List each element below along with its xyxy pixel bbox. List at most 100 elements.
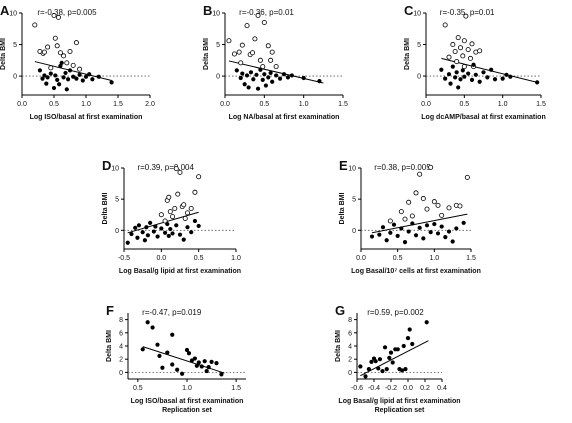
open-point <box>460 53 466 59</box>
stat-annotation: r=-0.38, p=0.005 <box>37 8 97 17</box>
filled-point <box>471 62 476 67</box>
filled-point <box>238 75 243 81</box>
open-point <box>177 169 183 175</box>
filled-point <box>454 70 459 75</box>
filled-point <box>504 72 509 77</box>
open-point <box>166 194 172 200</box>
filled-point <box>405 335 411 341</box>
filled-point <box>159 226 164 231</box>
open-point <box>446 54 452 60</box>
filled-point <box>376 366 381 371</box>
filled-point <box>155 342 160 347</box>
x-tick-label: 1.0 <box>429 255 439 262</box>
filled-point <box>144 225 149 230</box>
filled-point <box>469 77 475 82</box>
filled-point <box>74 76 79 81</box>
filled-point <box>489 67 494 72</box>
y-axis-label: Delta BMI <box>339 193 346 225</box>
filled-point <box>439 224 444 229</box>
x-tick-label: 1.5 <box>536 101 546 108</box>
open-point <box>175 191 181 197</box>
filled-point <box>402 240 408 245</box>
filled-point <box>358 364 363 369</box>
open-point <box>457 203 463 209</box>
filled-point <box>277 76 283 81</box>
x-tick-label: -0.6 <box>351 385 363 392</box>
filled-point <box>204 368 209 374</box>
x-tick-label: -0.5 <box>118 255 130 262</box>
open-point <box>387 218 393 224</box>
filled-point <box>77 72 82 77</box>
open-point <box>226 38 232 44</box>
open-point <box>417 171 423 177</box>
x-tick-label: 0.5 <box>259 101 269 108</box>
filled-point <box>57 82 62 87</box>
panel-letter: G <box>335 303 345 318</box>
regression-line <box>360 340 429 377</box>
x-tick-label: 1.5 <box>466 255 476 262</box>
open-point <box>182 215 188 221</box>
open-point <box>54 43 60 49</box>
open-point <box>265 43 271 49</box>
open-point <box>70 62 76 68</box>
filled-point <box>242 82 247 87</box>
y-axis-label: Delta BMI <box>106 330 113 362</box>
x-tick-label: 0.0 <box>220 101 230 108</box>
y-tick-label: 10 <box>413 11 421 18</box>
filled-point <box>454 226 459 231</box>
filled-point <box>175 367 180 372</box>
filled-point <box>58 63 63 69</box>
y-axis-label: Delta BMI <box>335 330 342 362</box>
x-axis-label: Log Basal/g lipid at first examination <box>338 398 460 405</box>
filled-point <box>399 368 405 373</box>
filled-point <box>263 83 269 88</box>
filled-point <box>270 79 275 84</box>
filled-point <box>274 73 279 78</box>
x-tick-label: 0.5 <box>459 101 469 108</box>
open-point <box>170 214 176 220</box>
filled-point <box>177 232 183 237</box>
y-tick-label: 0 <box>216 74 220 81</box>
open-point <box>446 205 452 211</box>
filled-point <box>369 234 375 239</box>
open-point <box>269 49 275 55</box>
filled-point <box>382 345 388 350</box>
filled-point <box>170 362 175 367</box>
panel-letter: E <box>339 158 348 173</box>
filled-point <box>424 320 429 325</box>
filled-point <box>179 371 185 376</box>
filled-point <box>63 70 68 76</box>
filled-point <box>266 75 271 80</box>
open-point <box>61 53 67 59</box>
filled-point <box>155 234 160 239</box>
open-point <box>469 41 475 47</box>
x-tick-label: 1.0 <box>182 385 192 392</box>
filled-point <box>377 232 382 237</box>
open-point <box>231 51 237 57</box>
y-axis-label: Delta BMI <box>404 38 411 70</box>
y-tick-label: 10 <box>212 11 220 18</box>
filled-point <box>388 350 394 355</box>
filled-point <box>151 229 156 234</box>
filled-point <box>192 356 197 361</box>
filled-point <box>184 347 190 353</box>
filled-point <box>448 81 453 86</box>
filled-point <box>244 73 250 78</box>
filled-point <box>192 218 198 224</box>
filled-point <box>435 231 441 236</box>
filled-point <box>439 67 444 72</box>
filled-point <box>145 320 150 325</box>
filled-point <box>413 233 419 238</box>
filled-point <box>407 327 412 332</box>
open-point <box>238 60 244 66</box>
x-tick-label: 0.5 <box>194 255 204 262</box>
filled-point <box>462 74 467 79</box>
filled-point <box>450 64 455 69</box>
filled-point <box>140 347 145 352</box>
open-point <box>439 212 445 218</box>
panel-e: E 0.0 0.5 1.0 1.5 0 5 10 Log Basal/10⁷ cells at … <box>339 158 481 275</box>
open-point <box>465 47 471 53</box>
x-tick-label: 1.5 <box>338 101 348 108</box>
filled-point <box>185 225 190 230</box>
